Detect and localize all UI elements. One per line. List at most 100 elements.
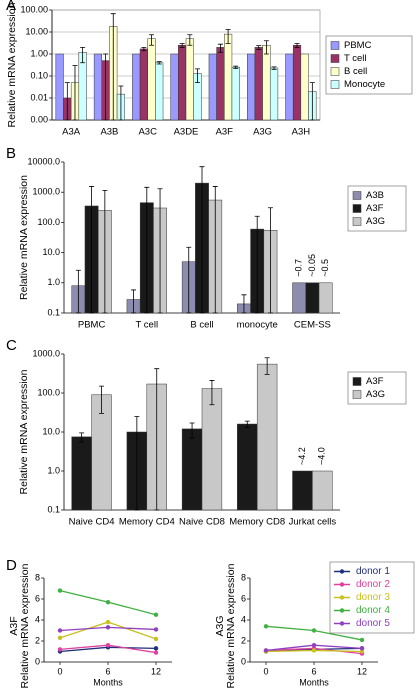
error-bar <box>244 420 250 428</box>
error-bar <box>72 65 78 121</box>
y-axis-label: Relative mRNA expression <box>18 369 30 494</box>
error-bar <box>241 294 247 314</box>
error-bar <box>103 53 109 121</box>
y-tick-label: 2 <box>241 635 246 645</box>
annotation: ~0.7 <box>294 259 304 277</box>
legend-marker <box>339 608 345 613</box>
point <box>311 628 317 633</box>
point <box>359 649 365 654</box>
x-tick-label: 0 <box>57 666 62 676</box>
y-axis-label: Relative mRNA expression <box>18 175 30 300</box>
y-tick-label: 4 <box>35 614 40 624</box>
x-tick-label: monocyte <box>237 320 278 331</box>
error-bar <box>264 357 270 375</box>
bar <box>178 44 187 121</box>
error-bar <box>118 85 124 121</box>
point <box>263 648 269 653</box>
x-tick-label: A3C <box>138 127 157 138</box>
y-tick-label: 10.00 <box>25 26 48 36</box>
point <box>311 643 317 648</box>
point <box>105 599 111 605</box>
x-tick-label: A3A <box>62 127 81 138</box>
panel-label: C <box>6 337 17 354</box>
legend-label: donor 3 <box>356 592 390 603</box>
point <box>105 619 111 625</box>
x-tick-label: 6 <box>311 666 316 676</box>
point <box>153 646 159 651</box>
x-tick-label: PBMC <box>78 320 106 331</box>
x-tick-label: A3G <box>253 127 272 138</box>
x-tick-label: 12 <box>357 666 367 676</box>
point <box>359 646 365 651</box>
annotation: ~4.2 <box>297 447 307 465</box>
bar <box>132 53 141 121</box>
legend-label: B cell <box>344 66 367 77</box>
legend-label: A3G <box>366 389 385 400</box>
point <box>57 628 63 633</box>
x-tick-label: T cell <box>136 320 159 331</box>
error-bar <box>186 246 192 314</box>
annotation: ~0.05 <box>307 254 317 277</box>
bar <box>269 67 279 121</box>
error-bar <box>309 82 315 121</box>
y-tick-label: 1.00 <box>30 48 48 58</box>
point <box>153 650 159 655</box>
legend-swatch <box>330 67 340 76</box>
panel-label: A <box>6 0 16 14</box>
error-bar <box>267 207 273 314</box>
legend-swatch <box>352 390 362 399</box>
bar <box>262 44 271 121</box>
y-tick-label: 1.0 <box>47 465 60 475</box>
x-tick-label: 12 <box>151 666 161 676</box>
error-bar <box>179 43 185 48</box>
y-tick-label: 0.10 <box>30 70 48 80</box>
error-bar <box>256 45 262 50</box>
bar <box>312 470 333 511</box>
x-tick-label: A3H <box>292 127 311 138</box>
legend-label: donor 2 <box>356 579 390 590</box>
bar <box>292 470 313 511</box>
x-tick-label: Memory CD4 <box>119 517 175 528</box>
point <box>57 647 63 652</box>
y-axis-gene: A3F <box>8 616 20 635</box>
y-tick-label: 6 <box>241 593 246 603</box>
legend-swatch <box>352 217 362 226</box>
error-bar <box>189 422 195 439</box>
bar <box>185 38 194 121</box>
point <box>153 612 159 617</box>
error-bar <box>89 186 95 314</box>
bar <box>300 53 309 121</box>
error-bar <box>154 368 160 511</box>
bar <box>247 53 256 121</box>
bar <box>318 282 333 314</box>
y-tick-label: 1000.0 <box>32 348 60 358</box>
bar <box>139 48 148 121</box>
error-bar <box>212 186 218 314</box>
y-tick-label: 10.0 <box>42 247 60 257</box>
point <box>57 635 63 641</box>
error-bar <box>134 416 140 511</box>
legend-label: T cell <box>344 53 367 64</box>
legend-label: donor 1 <box>356 566 390 577</box>
error-bar <box>64 82 70 121</box>
point <box>57 588 63 593</box>
bar <box>237 423 258 511</box>
error-bar <box>79 432 85 443</box>
legend-label: PBMC <box>344 40 372 51</box>
x-tick-label: Naive CD4 <box>69 517 115 528</box>
y-tick-label: 8 <box>241 572 246 582</box>
point <box>105 643 111 648</box>
y-tick-label: 4 <box>241 614 246 624</box>
bar <box>224 33 233 121</box>
y-tick-label: 10000.0 <box>27 156 60 166</box>
error-bar <box>75 269 81 314</box>
y-tick-label: 100.0 <box>37 217 60 227</box>
error-bar <box>263 40 269 55</box>
x-tick-label: A3F <box>216 127 234 138</box>
y-tick-label: 8 <box>35 572 40 582</box>
error-bar <box>217 43 223 53</box>
bar <box>170 53 179 121</box>
error-bar <box>144 186 150 314</box>
legend-label: A3G <box>366 216 385 227</box>
